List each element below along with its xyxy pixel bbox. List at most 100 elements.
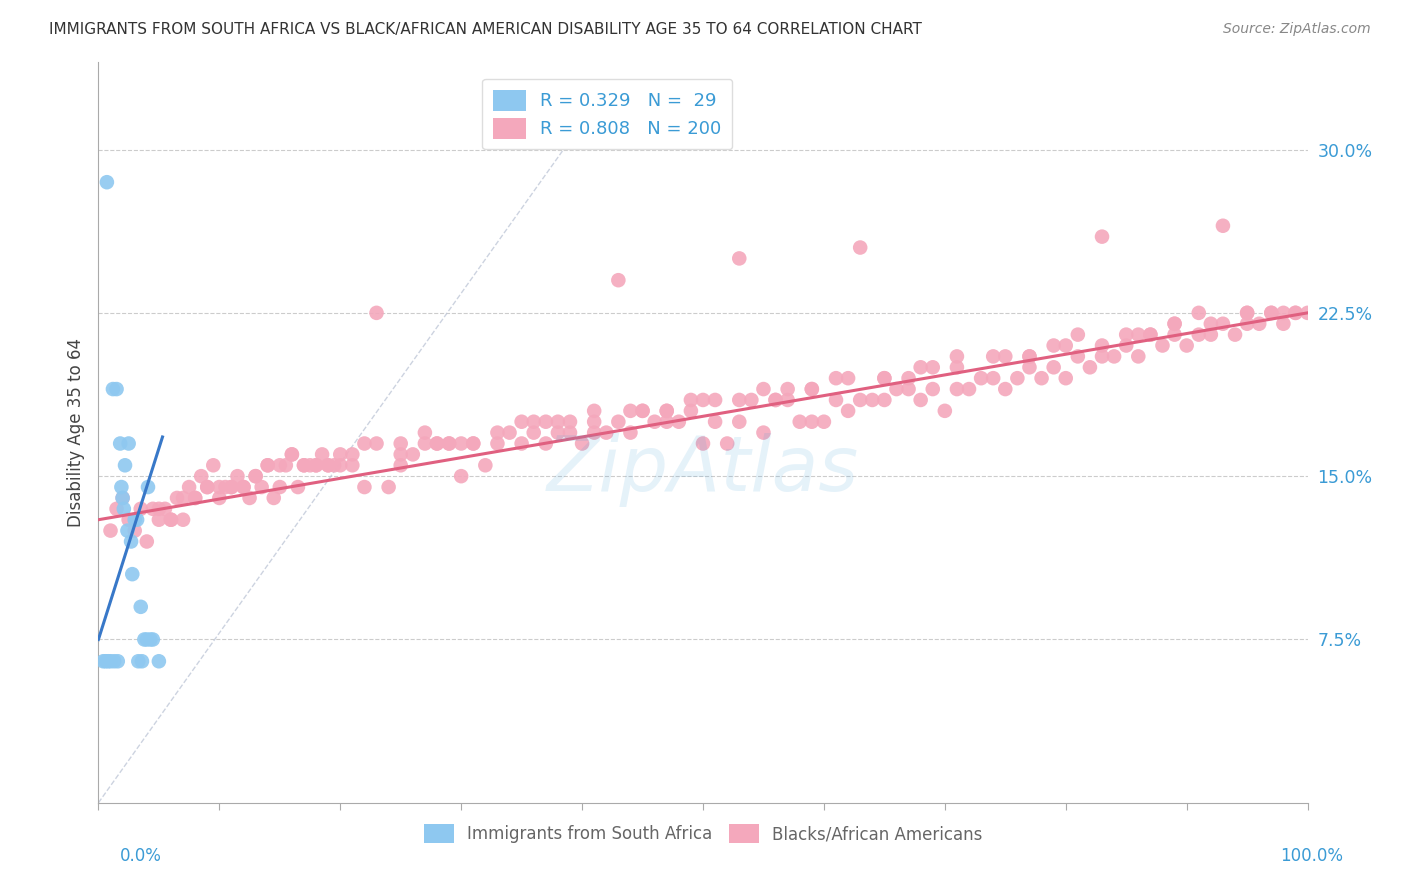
Point xyxy=(1199,327,1222,342)
Point xyxy=(523,425,546,440)
Point xyxy=(981,350,1004,364)
Point xyxy=(946,382,969,396)
Text: IMMIGRANTS FROM SOUTH AFRICA VS BLACK/AFRICAN AMERICAN DISABILITY AGE 35 TO 64 C: IMMIGRANTS FROM SOUTH AFRICA VS BLACK/AF… xyxy=(49,22,922,37)
Point xyxy=(124,513,146,527)
Point xyxy=(426,436,449,450)
Point xyxy=(463,436,485,450)
Point xyxy=(849,241,872,255)
Point xyxy=(1042,360,1064,375)
Point xyxy=(111,491,134,505)
Point xyxy=(353,436,375,450)
Point xyxy=(256,458,278,473)
Point xyxy=(1115,338,1137,352)
Point xyxy=(655,404,678,418)
Point xyxy=(1067,327,1090,342)
Point xyxy=(232,480,254,494)
Point xyxy=(583,415,606,429)
Point xyxy=(921,382,943,396)
Point xyxy=(1188,306,1211,320)
Point xyxy=(103,654,125,668)
Point xyxy=(105,382,128,396)
Point xyxy=(619,425,641,440)
Point xyxy=(172,491,194,505)
Point xyxy=(886,382,908,396)
Point xyxy=(740,392,762,407)
Point xyxy=(299,458,322,473)
Point xyxy=(583,404,606,418)
Point xyxy=(679,392,702,407)
Point xyxy=(190,469,212,483)
Legend: Immigrants from South Africa, Blacks/African Americans: Immigrants from South Africa, Blacks/Afr… xyxy=(416,817,990,850)
Point xyxy=(342,447,364,461)
Point xyxy=(245,469,267,483)
Point xyxy=(305,458,328,473)
Point xyxy=(789,415,811,429)
Point xyxy=(1102,350,1125,364)
Point xyxy=(728,252,751,266)
Point xyxy=(232,480,254,494)
Point xyxy=(825,371,848,385)
Point xyxy=(1091,229,1114,244)
Point xyxy=(728,392,751,407)
Point xyxy=(118,513,141,527)
Point xyxy=(112,501,135,516)
Point xyxy=(800,415,823,429)
Point xyxy=(389,447,412,461)
Point xyxy=(124,524,146,538)
Point xyxy=(1054,338,1077,352)
Point xyxy=(921,360,943,375)
Point xyxy=(121,567,143,582)
Point xyxy=(692,392,714,407)
Point xyxy=(668,415,690,429)
Point xyxy=(897,371,920,385)
Point xyxy=(1199,317,1222,331)
Point xyxy=(837,371,859,385)
Point xyxy=(716,436,738,450)
Point xyxy=(776,392,799,407)
Point xyxy=(1272,306,1295,320)
Point xyxy=(704,415,727,429)
Point xyxy=(486,425,509,440)
Point xyxy=(765,392,787,407)
Point xyxy=(426,436,449,450)
Point xyxy=(1128,327,1150,342)
Point xyxy=(100,524,122,538)
Point xyxy=(825,392,848,407)
Point xyxy=(329,458,352,473)
Point xyxy=(1152,338,1174,352)
Point xyxy=(142,501,165,516)
Point xyxy=(413,436,436,450)
Point xyxy=(1115,327,1137,342)
Point xyxy=(366,306,388,320)
Point xyxy=(692,436,714,450)
Point xyxy=(897,382,920,396)
Point xyxy=(136,480,159,494)
Point xyxy=(107,654,129,668)
Point xyxy=(1212,317,1234,331)
Point xyxy=(800,382,823,396)
Point xyxy=(129,501,152,516)
Point xyxy=(305,458,328,473)
Point xyxy=(474,458,496,473)
Point xyxy=(135,632,157,647)
Point xyxy=(655,404,678,418)
Point xyxy=(571,436,593,450)
Point xyxy=(263,491,285,505)
Point xyxy=(214,480,236,494)
Point xyxy=(127,513,149,527)
Point xyxy=(679,404,702,418)
Point xyxy=(316,458,339,473)
Point xyxy=(101,382,124,396)
Point xyxy=(239,491,262,505)
Point xyxy=(994,350,1017,364)
Point xyxy=(558,425,581,440)
Point xyxy=(765,392,787,407)
Point xyxy=(1018,350,1040,364)
Point xyxy=(135,534,157,549)
Point xyxy=(934,404,956,418)
Point xyxy=(323,458,346,473)
Point xyxy=(160,513,183,527)
Point xyxy=(1128,350,1150,364)
Text: 100.0%: 100.0% xyxy=(1279,847,1343,865)
Point xyxy=(1078,360,1101,375)
